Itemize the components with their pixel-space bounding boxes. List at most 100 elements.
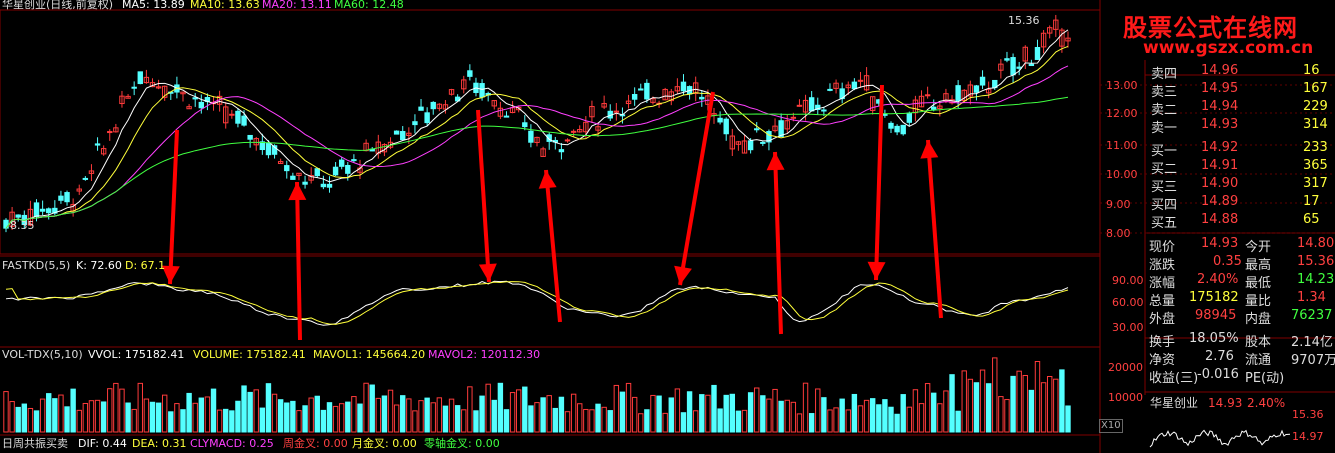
- ask-row[interactable]: 卖一 14.93 314: [1151, 117, 1328, 136]
- volume-bar: [320, 409, 327, 433]
- ask-row[interactable]: 卖三 14.95 167: [1151, 81, 1328, 100]
- volume-readout: VOLUME: 175182.41: [193, 348, 306, 361]
- high-price-label: 15.36: [1008, 14, 1040, 27]
- volume-bar: [723, 394, 729, 433]
- volume-bar: [143, 398, 150, 433]
- volume-bar: [186, 392, 192, 433]
- volume-bar: [180, 409, 186, 433]
- volume-bar: [741, 409, 748, 433]
- volume-bar: [88, 400, 95, 433]
- volume-bar: [192, 402, 198, 433]
- volume-bar: [393, 404, 400, 433]
- annotation-arrow-shaft: [295, 181, 302, 341]
- mini-stock-name: 华星创业: [1150, 396, 1199, 410]
- volume-bar: [778, 400, 784, 433]
- candle-body: [973, 85, 980, 93]
- candle-body: [796, 104, 803, 107]
- candle-body: [314, 168, 320, 177]
- volume-bar: [76, 409, 82, 433]
- annotation-arrow-head: [920, 140, 939, 159]
- candle-body: [888, 122, 894, 129]
- volume-bar: [70, 388, 76, 433]
- volume-bar: [100, 401, 107, 433]
- volume-bar: [308, 397, 314, 433]
- ask-row[interactable]: 卖二 14.94 229: [1151, 99, 1328, 118]
- candle-body: [735, 141, 742, 145]
- candle-body: [1040, 32, 1047, 48]
- volume-bar: [235, 400, 241, 433]
- candle-body: [699, 96, 705, 100]
- ask-row[interactable]: 卖四 14.96 16: [1151, 63, 1320, 82]
- volume-bar: [131, 408, 137, 433]
- volume-bar: [717, 408, 723, 433]
- volume-bar: [1010, 375, 1016, 433]
- kd-title: FASTKD(5,5): [2, 259, 71, 272]
- candle-body: [851, 81, 858, 90]
- volume-bar: [821, 397, 827, 433]
- volume-bar: [686, 391, 693, 433]
- bid-row[interactable]: 买四 14.89 17: [1151, 194, 1320, 213]
- volume-bar: [1022, 374, 1028, 433]
- candle-body: [692, 82, 699, 94]
- volume-bar: [3, 391, 9, 433]
- candle-body: [1010, 57, 1016, 76]
- volume-bar: [369, 384, 375, 433]
- candle-body: [15, 214, 21, 218]
- stat-row: 收益(三) -0.016 PE(动): [1149, 367, 1285, 386]
- candle-body: [931, 106, 937, 110]
- volume-bar: [937, 403, 943, 433]
- volume-bar: [375, 397, 382, 433]
- y-tick: 13.00: [1106, 79, 1138, 92]
- candle-body: [271, 145, 278, 155]
- vol-y-tick: 20000: [1108, 361, 1143, 374]
- bid-row[interactable]: 买三 14.90 317: [1151, 176, 1328, 195]
- candle-body: [308, 175, 314, 181]
- y-tick: 12.00: [1106, 107, 1138, 120]
- annotation-arrow-head: [288, 182, 307, 201]
- volume-bar: [1046, 376, 1053, 433]
- volume-bar: [857, 405, 864, 433]
- candle-body: [100, 148, 107, 155]
- volume-bar: [1053, 378, 1059, 433]
- volume-bar: [790, 401, 797, 433]
- volume-bar: [448, 398, 455, 433]
- candle-body: [522, 122, 528, 128]
- candle-body: [235, 110, 241, 124]
- volume-bar: [619, 391, 626, 433]
- candle-body: [64, 192, 70, 203]
- bid-row[interactable]: 买二 14.91 365: [1151, 158, 1328, 177]
- candle-body: [113, 127, 119, 133]
- candle-body: [528, 130, 534, 143]
- bid-row[interactable]: 买一 14.92 233: [1151, 140, 1328, 159]
- mavol1-readout: MAVOL1: 145664.20: [313, 348, 426, 361]
- candle-body: [3, 219, 9, 229]
- candle-body: [747, 140, 754, 151]
- bid-row[interactable]: 买五 14.88 65: [1151, 212, 1320, 231]
- volume-bar: [113, 382, 119, 433]
- volume-bar: [802, 382, 809, 433]
- volume-bar: [338, 403, 345, 433]
- candle-body: [161, 85, 168, 98]
- candle-body: [882, 113, 888, 116]
- volume-bar: [247, 391, 253, 433]
- kd-k-line: [5, 280, 1069, 326]
- candle-body: [143, 76, 150, 84]
- volume-bar: [125, 402, 131, 433]
- candle-body: [985, 88, 992, 94]
- volume-bar: [729, 393, 736, 433]
- volume-bar: [351, 396, 357, 433]
- candle-body: [595, 126, 601, 131]
- candle-body: [674, 86, 681, 92]
- candle-body: [180, 91, 186, 95]
- candle-body: [625, 100, 632, 105]
- y-tick: 9.00: [1106, 198, 1131, 211]
- candle-body: [955, 85, 961, 102]
- volume-bar: [424, 397, 430, 433]
- volume-bar: [851, 393, 858, 433]
- vol-unit-badge[interactable]: X10: [1099, 419, 1123, 433]
- annotation-arrow-shaft: [874, 84, 884, 281]
- candle-body: [424, 112, 430, 124]
- stat-row: 总量 175182 量比 1.34: [1149, 290, 1326, 309]
- volume-bar: [979, 369, 986, 433]
